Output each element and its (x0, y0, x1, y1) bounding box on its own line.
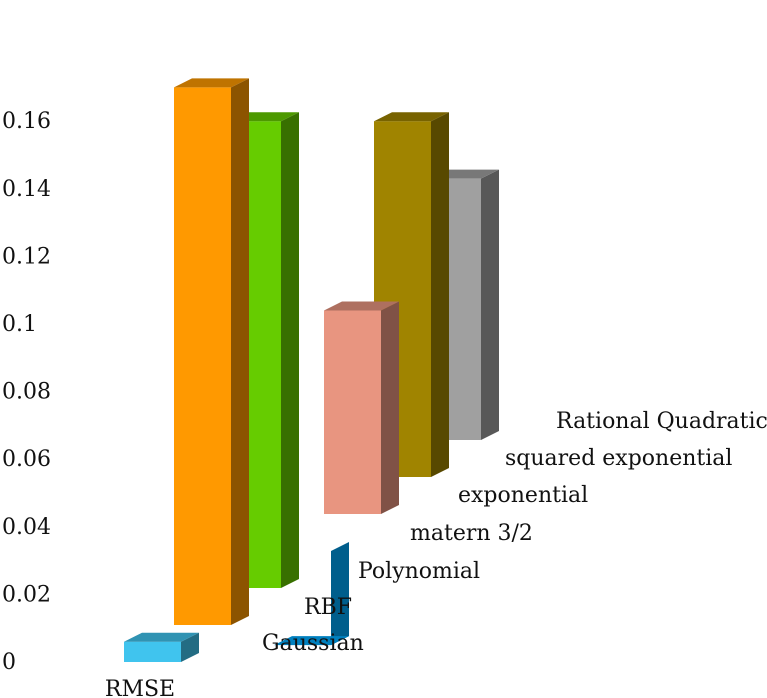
bar-top-face (374, 112, 449, 122)
bar-side-face (231, 78, 249, 625)
y-axis: 0 0.02 0.04 0.06 0.08 0.1 0.12 0.14 0.16 (2, 109, 51, 675)
category-label: squared exponential (505, 446, 732, 471)
bar-top-face (274, 636, 349, 646)
category-label: exponential (458, 483, 588, 508)
category-label: Gaussian (262, 631, 364, 656)
bar-front-face (324, 310, 381, 514)
y-tick-label: 0.16 (2, 109, 51, 134)
bar-side-face (481, 169, 499, 440)
bar-side-face (381, 301, 399, 514)
bar-gaussian (124, 632, 199, 662)
category-label: RBF (304, 595, 352, 620)
y-tick-label: 0.08 (2, 380, 51, 405)
bar-top-face (324, 301, 399, 311)
bar-exponential (324, 301, 399, 514)
category-label: Rational Quadratic (556, 409, 767, 434)
bar-top-face (124, 632, 199, 642)
y-tick-label: 0.06 (2, 447, 51, 472)
bar-rbf (174, 78, 249, 625)
y-tick-label: 0.14 (2, 177, 51, 202)
y-tick-label: 0.1 (2, 312, 37, 337)
bar-side-face (181, 632, 199, 662)
bar-top-face (174, 78, 249, 88)
y-tick-label: 0 (2, 650, 16, 675)
y-tick-label: 0.04 (2, 515, 51, 540)
bar-matern-3-2 (274, 542, 349, 646)
y-tick-label: 0.02 (2, 582, 51, 607)
x-axis-label: RMSE (105, 677, 175, 698)
category-label: Polynomial (358, 559, 480, 584)
bar-front-face (174, 87, 231, 625)
bar-side-face (431, 112, 449, 477)
category-label: matern 3/2 (410, 521, 533, 546)
y-tick-label: 0.12 (2, 244, 51, 269)
bar-side-face (281, 112, 299, 588)
bar-front-face (124, 641, 181, 662)
bar-side-face (331, 542, 349, 646)
bars (124, 78, 499, 662)
